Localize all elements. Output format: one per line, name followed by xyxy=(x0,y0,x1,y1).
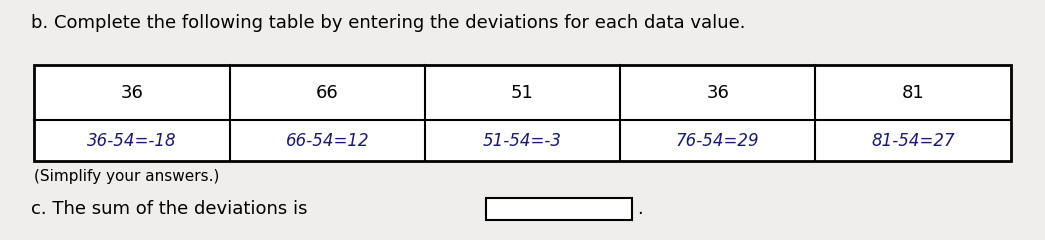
Text: b. Complete the following table by entering the deviations for each data value.: b. Complete the following table by enter… xyxy=(31,14,746,32)
Text: 66: 66 xyxy=(316,84,339,102)
Text: 36-54=-18: 36-54=-18 xyxy=(88,132,177,150)
Text: 51: 51 xyxy=(511,84,534,102)
Text: 36: 36 xyxy=(706,84,729,102)
Text: 81: 81 xyxy=(902,84,924,102)
Text: c. The sum of the deviations is: c. The sum of the deviations is xyxy=(31,200,308,218)
Text: 36: 36 xyxy=(120,84,143,102)
Bar xyxy=(34,65,1011,161)
Text: 76-54=29: 76-54=29 xyxy=(676,132,760,150)
Text: .: . xyxy=(637,200,644,218)
Text: (Simplify your answers.): (Simplify your answers.) xyxy=(34,169,219,184)
Bar xyxy=(486,198,632,220)
Text: 66-54=12: 66-54=12 xyxy=(285,132,369,150)
Text: 51-54=-3: 51-54=-3 xyxy=(483,132,562,150)
Text: 81-54=27: 81-54=27 xyxy=(872,132,955,150)
